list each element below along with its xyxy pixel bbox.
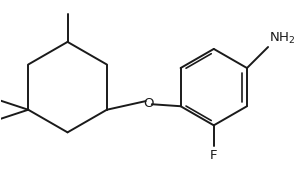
Text: NH$_2$: NH$_2$ [269, 31, 295, 46]
Text: F: F [210, 149, 217, 162]
Text: O: O [143, 97, 153, 110]
